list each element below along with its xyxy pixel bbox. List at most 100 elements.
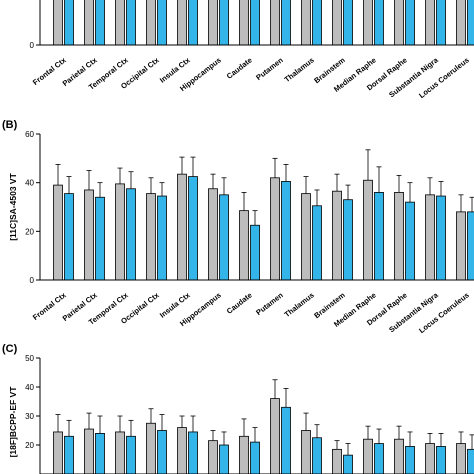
bar-3-a-4	[177, 427, 187, 474]
bar-1-a-10	[363, 0, 373, 46]
bar-1-a-7	[270, 0, 280, 46]
bar-2-a-4	[177, 173, 187, 281]
bar-1-b-12	[436, 0, 446, 46]
bar-2-b-1	[95, 196, 105, 281]
category-label-1-6: Caudate	[225, 55, 254, 80]
bar-3-b-0	[64, 435, 74, 474]
bar-2-a-2	[115, 183, 125, 281]
bar-1-b-9	[343, 0, 353, 46]
category-label-1-8: Thalamus	[283, 55, 316, 84]
bar-1-a-2	[115, 0, 125, 46]
bar-3-a-8	[301, 430, 311, 474]
y-tick-label-3-3: 50	[25, 354, 34, 363]
bar-2-b-13	[467, 211, 474, 281]
y-axis-label-3: [18F]BCPP-EF VT	[8, 386, 18, 458]
bar-3-b-3	[157, 430, 167, 474]
bar-3-a-7	[270, 398, 280, 474]
bar-1-a-0	[53, 0, 63, 46]
bar-3-a-11	[394, 438, 404, 474]
bar-1-a-6	[239, 0, 249, 46]
y-tick-label-2-0: 0	[30, 276, 35, 285]
bar-2-b-0	[64, 193, 74, 281]
category-label-2-6: Caudate	[225, 290, 254, 315]
panel-3: 20 30 40 50 (C) [18F]BCPP-EF VT	[2, 343, 474, 474]
bar-1-a-13	[456, 0, 466, 46]
y-tick-label-3-2: 40	[25, 383, 34, 392]
category-label-2-7: Putamen	[254, 290, 285, 317]
bar-2-a-8	[301, 193, 311, 281]
bar-1-a-1	[84, 0, 94, 46]
bar-3-b-7	[281, 406, 291, 474]
category-label-2-8: Thalamus	[283, 290, 316, 319]
bar-2-b-2	[126, 188, 136, 281]
y-tick-label-1-0: 0	[30, 41, 35, 50]
bar-2-b-4	[188, 176, 198, 281]
y-tick-label-3-0: 20	[25, 441, 34, 450]
bar-2-b-9	[343, 199, 353, 281]
bar-1-b-4	[188, 0, 198, 46]
panel-label-3: (C)	[2, 343, 18, 355]
bar-3-b-10	[374, 443, 384, 474]
bar-2-a-0	[53, 184, 63, 281]
bar-3-b-13	[467, 448, 474, 474]
bar-3-b-9	[343, 454, 353, 474]
bar-3-b-8	[312, 437, 322, 474]
bar-1-a-8	[301, 0, 311, 46]
bar-3-a-1	[84, 428, 94, 474]
bar-2-b-3	[157, 195, 167, 281]
bar-1-b-8	[312, 0, 322, 46]
bar-3-b-5	[219, 444, 229, 474]
bar-1-a-4	[177, 0, 187, 46]
panel-label-2: (B)	[2, 119, 18, 131]
bar-2-a-12	[425, 194, 435, 281]
bar-3-b-1	[95, 432, 105, 474]
bar-1-b-1	[95, 0, 105, 46]
y-tick-label-3-1: 30	[25, 412, 34, 421]
bar-3-a-12	[425, 443, 435, 474]
y-tick-label-2-3: 60	[25, 130, 34, 139]
bar-3-b-11	[405, 446, 415, 474]
bar-1-a-12	[425, 0, 435, 46]
bar-2-a-7	[270, 177, 280, 281]
bar-1-a-3	[146, 0, 156, 46]
bar-1-b-3	[157, 0, 167, 46]
bar-2-a-6	[239, 210, 249, 281]
bar-3-a-13	[456, 443, 466, 474]
y-tick-label-2-1: 20	[25, 227, 34, 236]
y-tick-label-2-2: 40	[25, 179, 34, 188]
bar-2-a-10	[363, 179, 373, 281]
bar-2-a-5	[208, 188, 218, 281]
bar-1-a-11	[394, 0, 404, 46]
bar-2-b-8	[312, 205, 322, 281]
bar-1-a-5	[208, 0, 218, 46]
bar-3-a-2	[115, 431, 125, 474]
bar-1-b-7	[281, 0, 291, 46]
bar-1-b-2	[126, 0, 136, 46]
bar-1-b-6	[250, 0, 260, 46]
bar-3-a-0	[53, 431, 63, 474]
bar-2-b-5	[219, 194, 229, 281]
bar-3-a-3	[146, 422, 156, 474]
bar-2-b-12	[436, 195, 446, 281]
bar-1-b-10	[374, 0, 384, 46]
bar-1-a-9	[332, 0, 342, 46]
bar-3-a-5	[208, 440, 218, 474]
bar-1-b-13	[467, 0, 474, 46]
category-label-1-7: Putamen	[254, 55, 285, 82]
bar-1-b-0	[64, 0, 74, 46]
bar-1-b-11	[405, 0, 415, 46]
bar-2-a-9	[332, 190, 342, 281]
bar-3-b-12	[436, 446, 446, 474]
bar-2-a-3	[146, 193, 156, 281]
bar-3-a-10	[363, 438, 373, 474]
y-axis-label-2: [11C]SA-4503 VT	[8, 172, 18, 240]
bar-3-b-6	[250, 441, 260, 474]
bar-1-b-5	[219, 0, 229, 46]
bar-2-b-10	[374, 191, 384, 281]
bar-2-b-6	[250, 224, 260, 281]
bar-3-a-9	[332, 448, 342, 474]
bar-3-b-2	[126, 435, 136, 474]
